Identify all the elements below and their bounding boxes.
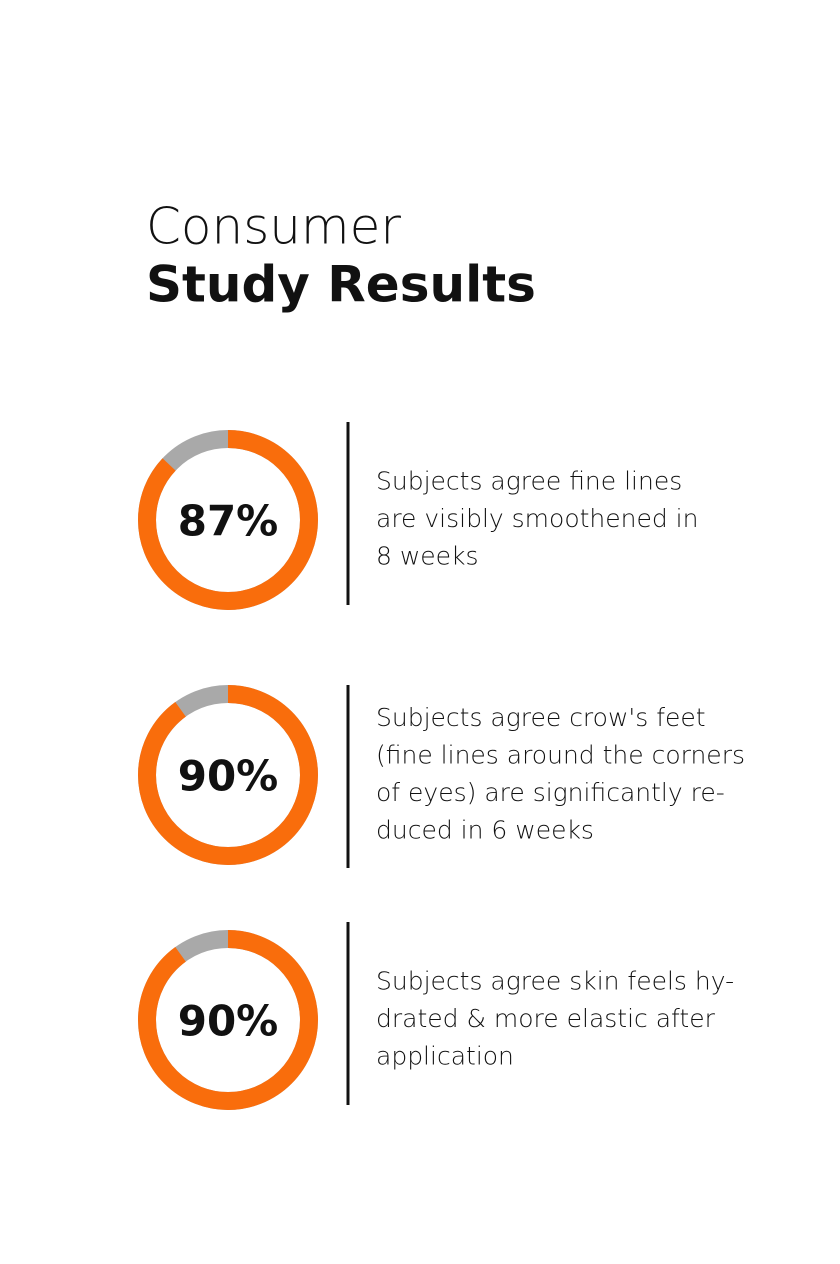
description-line: duced in 6 weeks bbox=[376, 815, 594, 844]
percent-label: 90% bbox=[178, 997, 279, 1046]
description-line: Subjects agree fine lines bbox=[376, 467, 682, 496]
donut-arc bbox=[138, 685, 318, 865]
description-line: drated & more elastic after bbox=[376, 1004, 716, 1033]
description-line: application bbox=[376, 1042, 514, 1071]
description-line: are visibly smoothened in bbox=[376, 504, 698, 533]
description-line: 8 weeks bbox=[376, 542, 479, 571]
description-line: of eyes) are significantly re- bbox=[376, 778, 725, 807]
title-line: Consumer bbox=[146, 198, 401, 256]
description-line: (fine lines around the corners bbox=[376, 740, 745, 769]
donut-arc bbox=[138, 430, 318, 610]
description-line: Subjects agree skin feels hy- bbox=[376, 967, 734, 996]
description-line: Subjects agree crow's feet bbox=[376, 703, 706, 732]
donut-arc bbox=[138, 930, 318, 1110]
percent-label: 87% bbox=[178, 497, 279, 546]
title-line: Study Results bbox=[146, 256, 536, 314]
percent-label: 90% bbox=[178, 752, 279, 801]
